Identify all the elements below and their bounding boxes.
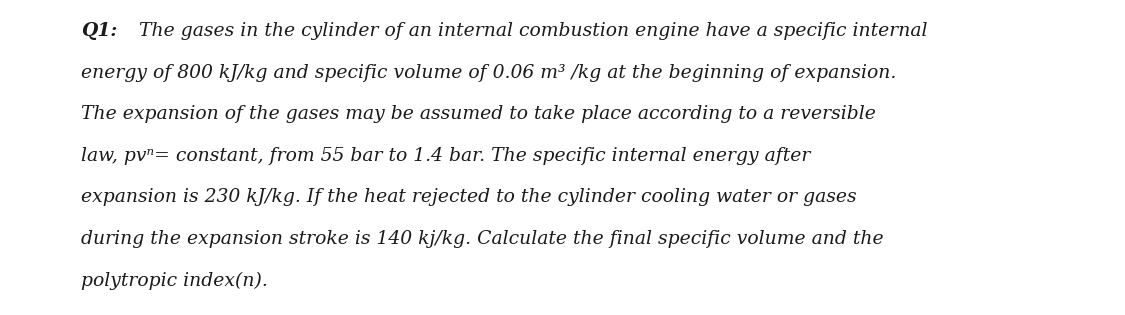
Text: The expansion of the gases may be assumed to take place according to a reversibl: The expansion of the gases may be assume… (81, 105, 876, 123)
Text: Q1:: Q1: (81, 22, 117, 40)
Text: expansion is 230 kJ/kg. If the heat rejected to the cylinder cooling water or ga: expansion is 230 kJ/kg. If the heat reje… (81, 188, 856, 206)
Text: energy of 800 kJ/kg and specific volume of 0.06 m³ /kg at the beginning of expan: energy of 800 kJ/kg and specific volume … (81, 64, 897, 82)
Text: polytropic index(n).: polytropic index(n). (81, 272, 268, 290)
Text: law, pvⁿ= constant, from 55 bar to 1.4 bar. The specific internal energy after: law, pvⁿ= constant, from 55 bar to 1.4 b… (81, 147, 810, 165)
Text: during the expansion stroke is 140 kj/kg. Calculate the final specific volume an: during the expansion stroke is 140 kj/kg… (81, 230, 883, 248)
Text: The gases in the cylinder of an internal combustion engine have a specific inter: The gases in the cylinder of an internal… (134, 22, 928, 40)
